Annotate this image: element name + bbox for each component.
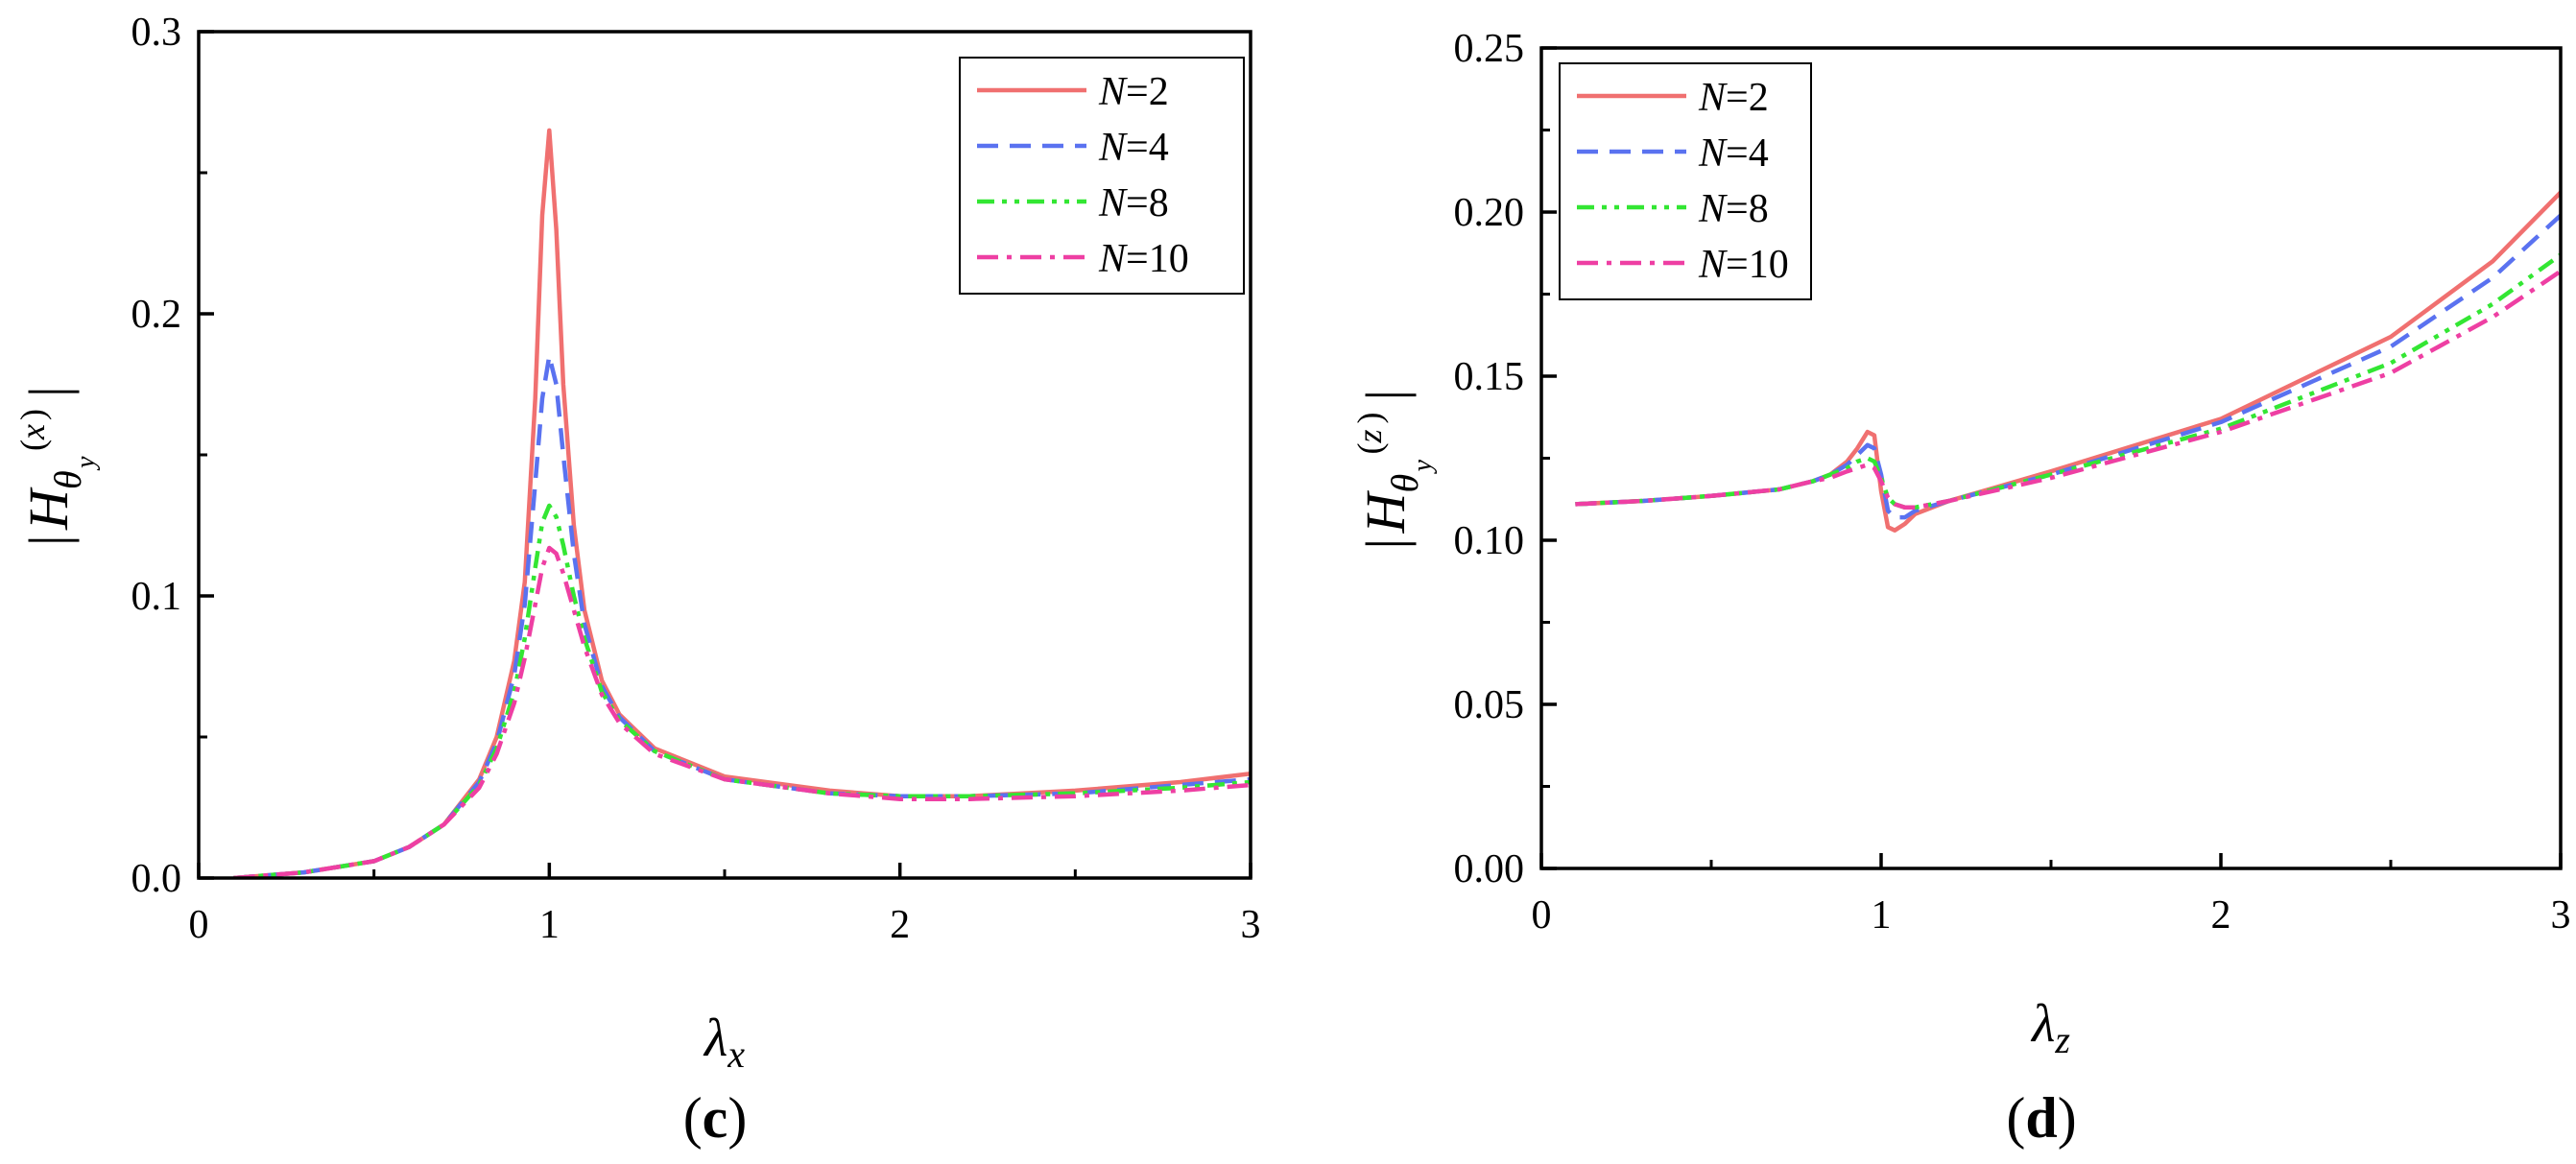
y-label-bar-right: | (17, 386, 80, 397)
y-label-sup-close: ) (1350, 413, 1389, 424)
y-tick-label: 0.15 (1454, 355, 1525, 399)
legend: N=2 N=4 N=8 N=10 (1559, 62, 1812, 300)
y-label-theta-sub: y (1408, 460, 1438, 475)
y-tick-label: 0.10 (1454, 519, 1525, 563)
y-label-theta: θ (1383, 474, 1426, 493)
y-label-sup: x (13, 424, 52, 440)
y-label-sup-close: ) (13, 409, 52, 420)
x-tick-label: 3 (1241, 903, 1261, 947)
y-axis-label: | Hθy (x) | (13, 386, 101, 546)
x-tick-label: 3 (2551, 893, 2571, 938)
y-label-theta: θ (46, 470, 89, 489)
y-tick-label: 0.00 (1454, 847, 1525, 891)
x-axis-label: λx (703, 1009, 745, 1076)
chart-panel-d: 0 1 2 3 0.00 0.05 0.10 0.15 0.20 0.25 λz | Hθy (z) | N=… (1350, 27, 2571, 1150)
y-label-sup-open: ( (13, 439, 52, 451)
legend-label: N=2 (1698, 76, 1769, 120)
legend-label: N=2 (1098, 70, 1169, 114)
x-tick-label: 1 (539, 903, 560, 947)
x-tick-label: 2 (890, 903, 910, 947)
y-label-sup-open: ( (1350, 443, 1389, 455)
y-tick-label: 0.25 (1454, 27, 1525, 71)
y-tick-label: 0.2 (131, 293, 182, 337)
legend-label: N=10 (1698, 243, 1789, 287)
x-axis-label: λz (2030, 994, 2070, 1061)
series-line-n-8 (233, 503, 1251, 878)
x-tick-label: 2 (2211, 893, 2231, 938)
series-line-n-4 (233, 353, 1251, 878)
panel-label: (c) (683, 1086, 748, 1150)
chart-panel-c: 0 1 2 3 0.0 0.1 0.2 0.3 λx | Hθy (x) | N=2 N=4 N=8 N=10 (… (13, 11, 1261, 1150)
series-line-n-10 (1575, 269, 2561, 511)
legend-label: N=4 (1098, 126, 1169, 170)
y-tick-label: 0.20 (1454, 191, 1525, 235)
legend-label: N=10 (1098, 237, 1189, 281)
series-line-n-10 (233, 545, 1251, 878)
y-label-bar-left: | (17, 534, 80, 546)
x-tick-label: 0 (1532, 893, 1552, 938)
panel-label: (d) (2006, 1086, 2076, 1150)
y-tick-label: 0.1 (131, 575, 182, 619)
legend-label: N=8 (1098, 181, 1169, 226)
legend-label: N=8 (1698, 187, 1769, 231)
x-tick-label: 0 (189, 903, 209, 947)
y-axis-label: | Hθy (z) | (1350, 390, 1438, 550)
y-tick-label: 0.05 (1454, 683, 1525, 727)
legend: N=2 N=4 N=8 N=10 (959, 57, 1245, 295)
legend-box (1559, 62, 1812, 300)
y-label-bar-left: | (1354, 538, 1417, 550)
y-label-theta-sub: y (71, 456, 101, 471)
y-label-h: H (17, 487, 80, 531)
y-label-bar-right: | (1354, 390, 1417, 401)
y-label-sup: z (1350, 429, 1389, 443)
y-label-h: H (1354, 490, 1417, 534)
y-tick-label: 0.3 (131, 11, 182, 55)
legend-label: N=4 (1698, 131, 1769, 176)
x-tick-label: 1 (1872, 893, 1892, 938)
y-tick-label: 0.0 (131, 857, 182, 901)
legend-box (959, 57, 1245, 295)
